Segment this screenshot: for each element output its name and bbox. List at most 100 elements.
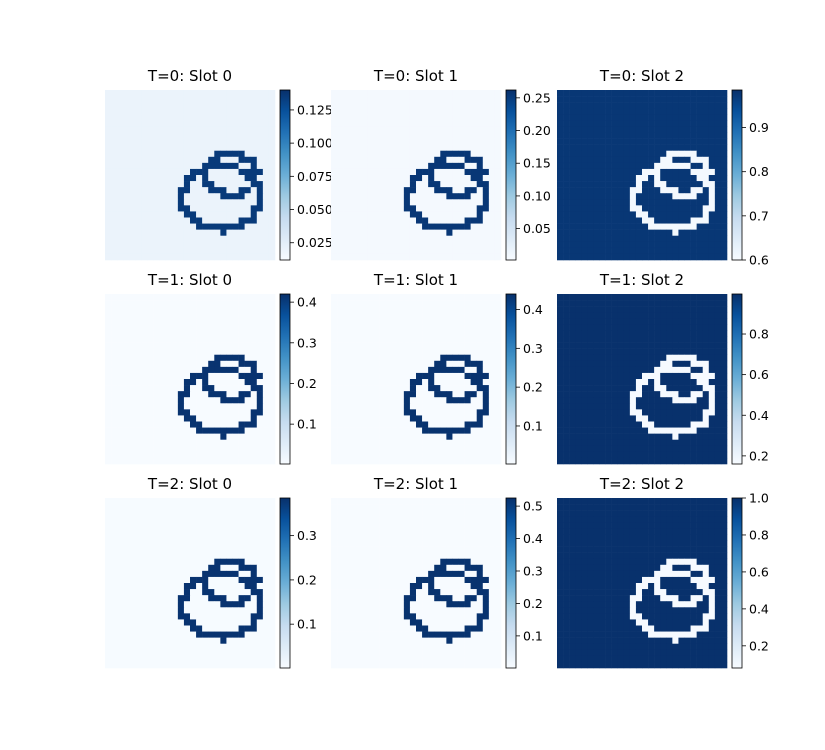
heatmap-cell (268, 366, 276, 374)
heatmap-cell (355, 120, 362, 127)
heatmap-cell (226, 516, 233, 523)
heatmap-cell (452, 451, 459, 459)
heatmap-cell (428, 348, 435, 356)
heatmap-cell (581, 138, 588, 145)
heatmap-cell (557, 247, 564, 255)
heatmap-cell (660, 199, 667, 206)
heatmap-cell (183, 205, 191, 212)
heatmap-cell (428, 397, 435, 404)
heatmap-cell (458, 379, 465, 386)
heatmap-cell (403, 445, 411, 453)
heatmap-cell (648, 193, 655, 200)
heatmap-cell (391, 138, 399, 145)
heatmap-cell (244, 391, 252, 398)
heatmap-cell (593, 108, 600, 115)
heatmap-cell (165, 360, 173, 368)
heatmap-cell (183, 397, 191, 404)
heatmap-cell (208, 318, 215, 325)
heatmap-cell (355, 241, 362, 249)
heatmap-cell (208, 336, 215, 343)
heatmap-cell (494, 342, 502, 349)
heatmap-cell (696, 211, 704, 218)
heatmap-cell (684, 144, 691, 152)
heatmap-cell (648, 306, 655, 313)
heatmap-cell (569, 96, 576, 103)
heatmap-cell (256, 168, 264, 176)
heatmap-cell (202, 516, 209, 523)
heatmap-cell (177, 96, 185, 103)
heatmap-cell (482, 433, 490, 441)
heatmap-cell (123, 306, 130, 313)
heatmap-cell (153, 415, 160, 422)
heatmap-cell (379, 318, 386, 325)
heatmap-cell (587, 385, 594, 392)
heatmap-cell (208, 168, 215, 176)
heatmap-cell (476, 312, 484, 319)
heatmap-cell (367, 415, 374, 422)
heatmap-cell (343, 96, 350, 103)
heatmap-cell (250, 366, 258, 374)
heatmap-cell (617, 90, 625, 97)
heatmap-cell (256, 90, 264, 97)
heatmap-cell (141, 132, 148, 139)
heatmap-cell (714, 294, 722, 301)
heatmap-cell (593, 379, 600, 386)
heatmap-cell (440, 235, 447, 243)
heatmap-cell (581, 342, 588, 349)
heatmap-cell (361, 385, 368, 392)
heatmap-cell (238, 421, 245, 428)
heatmap-cell (226, 324, 233, 331)
heatmap-cell (434, 379, 441, 386)
heatmap-cell (587, 330, 594, 337)
heatmap-cell (458, 421, 465, 428)
heatmap-cell (244, 385, 252, 392)
heatmap-cell (446, 354, 453, 362)
heatmap-cell (494, 366, 502, 374)
heatmap-cell (702, 156, 710, 164)
heatmap-cell (605, 324, 612, 331)
heatmap-cell (177, 504, 185, 511)
heatmap-cell (690, 348, 697, 356)
heatmap-cell (611, 300, 619, 307)
heatmap-cell (343, 253, 350, 261)
heatmap-cell (416, 181, 423, 188)
heatmap-cell (250, 360, 258, 368)
heatmap-cell (153, 211, 160, 218)
heatmap-cell (678, 379, 685, 386)
heatmap-cell (488, 193, 496, 200)
heatmap-cell (117, 439, 124, 447)
heatmap-cell (117, 187, 124, 194)
heatmap-cell (440, 168, 447, 176)
heatmap-cell (153, 162, 160, 170)
heatmap-cell (623, 445, 631, 453)
heatmap-cell (343, 300, 350, 307)
heatmap-cell (141, 235, 148, 243)
heatmap-cell (117, 205, 124, 212)
heatmap-cell (678, 330, 685, 337)
heatmap-cell (557, 312, 564, 319)
heatmap-cell (159, 354, 167, 362)
heatmap-cell (355, 235, 362, 243)
heatmap-cell (135, 397, 142, 404)
heatmap-cell (397, 433, 405, 441)
heatmap-cell (202, 427, 209, 434)
heatmap-cell (648, 229, 655, 237)
heatmap-cell (165, 348, 173, 356)
heatmap-cell (111, 366, 118, 374)
heatmap-cell (208, 445, 215, 453)
heatmap-cell (129, 504, 136, 511)
heatmap-cell (581, 211, 588, 218)
heatmap-cell (714, 223, 722, 230)
heatmap-cell (105, 324, 112, 331)
heatmap-cell (464, 445, 471, 453)
heatmap-cell (422, 223, 429, 230)
heatmap-cell (250, 96, 258, 103)
heatmap-cell (220, 223, 227, 230)
heatmap-cell (575, 187, 582, 194)
heatmap-cell (654, 439, 661, 447)
heatmap-cell (708, 306, 716, 313)
heatmap-cell (440, 211, 447, 218)
heatmap-cell (575, 181, 582, 188)
heatmap-cell (250, 397, 258, 404)
heatmap-cell (690, 120, 697, 127)
